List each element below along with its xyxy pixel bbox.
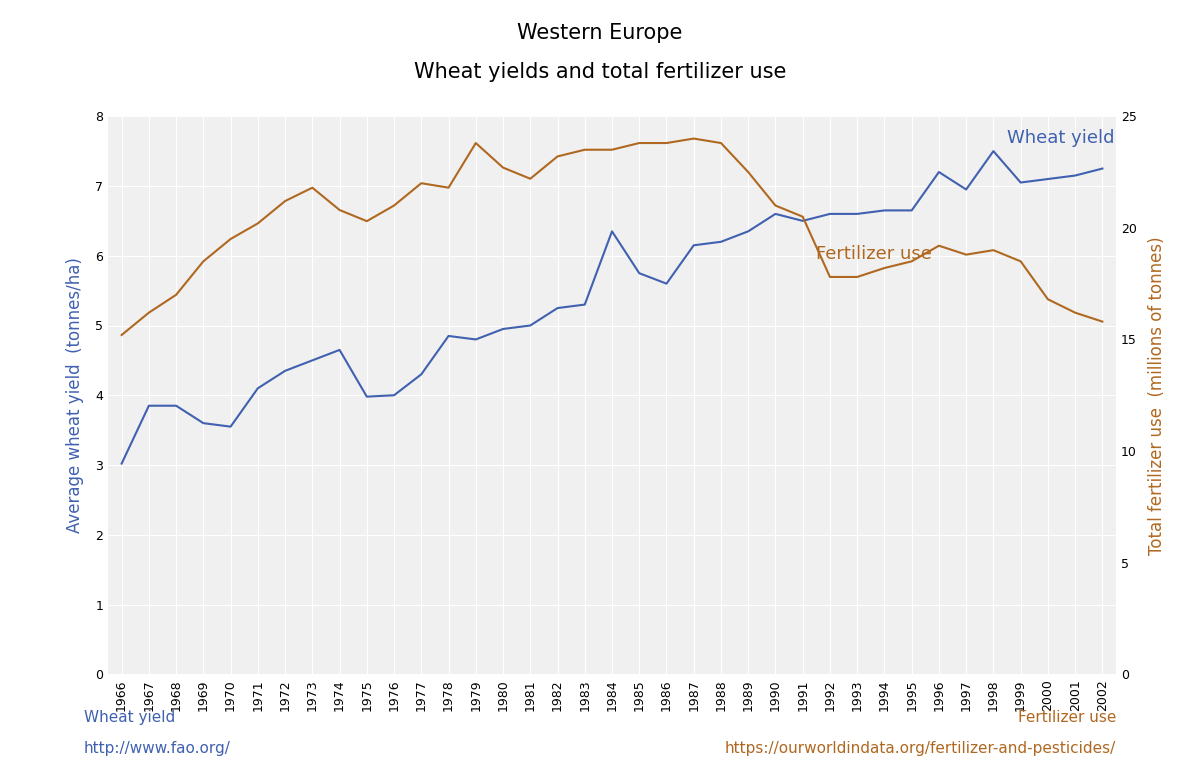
Text: Wheat yield: Wheat yield xyxy=(84,710,175,725)
Y-axis label: Average wheat yield  (tonnes/ha): Average wheat yield (tonnes/ha) xyxy=(66,257,84,533)
Text: https://ourworldindata.org/fertilizer-and-pesticides/: https://ourworldindata.org/fertilizer-an… xyxy=(725,741,1116,756)
Y-axis label: Total fertilizer use  (millions of tonnes): Total fertilizer use (millions of tonnes… xyxy=(1148,236,1166,555)
Text: http://www.fao.org/: http://www.fao.org/ xyxy=(84,741,230,756)
Text: Fertilizer use: Fertilizer use xyxy=(1018,710,1116,725)
Text: Western Europe: Western Europe xyxy=(517,23,683,43)
Text: Wheat yields and total fertilizer use: Wheat yields and total fertilizer use xyxy=(414,62,786,82)
Text: Fertilizer use: Fertilizer use xyxy=(816,245,932,264)
Text: Wheat yield: Wheat yield xyxy=(1007,129,1115,146)
